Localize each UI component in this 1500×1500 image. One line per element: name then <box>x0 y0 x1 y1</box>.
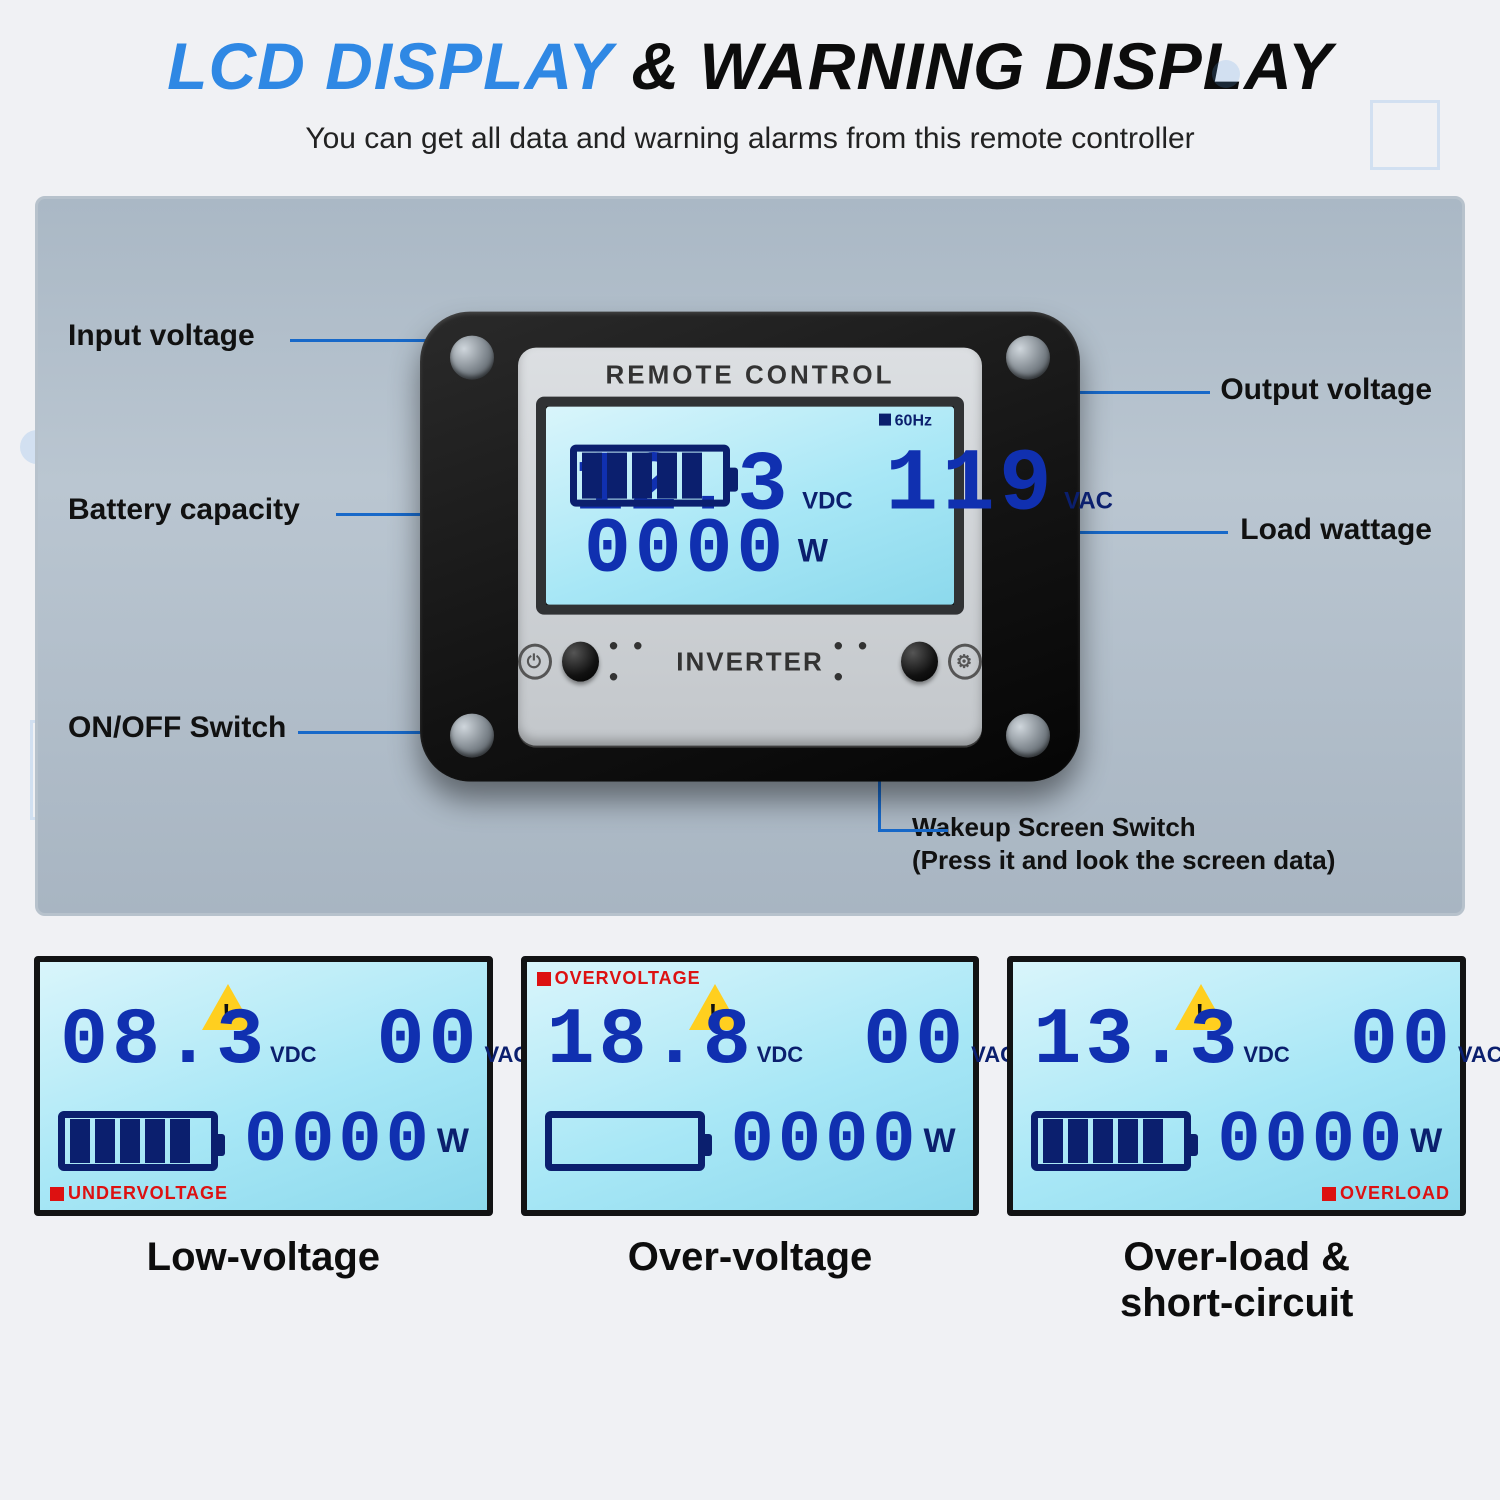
warning-flag: OVERVOLTAGE <box>537 968 701 989</box>
warning-flag: UNDERVOLTAGE <box>50 1183 228 1204</box>
callout-onoff: ON/OFF Switch <box>68 711 286 745</box>
screw-icon <box>1006 714 1050 758</box>
screw-icon <box>450 714 494 758</box>
warn-watt-value: 0000 <box>1217 1100 1406 1182</box>
remote-device: REMOTE CONTROL 60Hz 12.3 VDC 119 VAC 000… <box>420 312 1080 782</box>
dots-icon: • • • <box>834 631 891 693</box>
page-subtitle: You can get all data and warning alarms … <box>0 122 1500 156</box>
warn-vac-value: 00 <box>1350 996 1454 1087</box>
callout-wakeup-line1: Wakeup Screen Switch <box>912 812 1196 842</box>
warn-watt-value: 0000 <box>731 1100 920 1182</box>
warning-tile: UNDERVOLTAGE08.3VDC00VAC0000WLow-voltage <box>34 956 493 1326</box>
output-voltage-unit: VAC <box>1064 488 1113 515</box>
warning-tile: OVERVOLTAGE18.8VDC00VAC0000WOver-voltage <box>521 956 980 1326</box>
lcd-row-2: 0000 W <box>546 445 954 595</box>
lead-line <box>878 829 948 832</box>
warning-flag: OVERLOAD <box>1322 1183 1450 1204</box>
gear-icon: ⚙ <box>948 644 982 680</box>
power-button[interactable] <box>562 642 599 682</box>
title-part-black: WARNING DISPLAY <box>699 29 1332 103</box>
screw-icon <box>450 336 494 380</box>
warning-row: UNDERVOLTAGE08.3VDC00VAC0000WLow-voltage… <box>34 956 1466 1326</box>
title-amp: & <box>612 29 699 103</box>
callout-load-wattage: Load wattage <box>1240 513 1432 547</box>
warning-row2: 0000W <box>527 1100 974 1182</box>
battery-icon <box>570 445 730 507</box>
warning-row2: 0000W <box>40 1100 487 1182</box>
warn-vdc-unit: VDC <box>270 1042 316 1067</box>
battery-icon <box>545 1111 705 1171</box>
warning-label: Over-voltage <box>628 1234 873 1280</box>
warn-watt-value: 0000 <box>244 1100 433 1182</box>
device-title: REMOTE CONTROL <box>518 348 982 397</box>
page-title: LCD DISPLAY & WARNING DISPLAY <box>0 0 1500 104</box>
title-part-blue: LCD DISPLAY <box>167 29 612 103</box>
load-wattage-unit: W <box>798 532 828 568</box>
callout-wakeup: Wakeup Screen Switch (Press it and look … <box>912 811 1432 876</box>
callout-output-voltage: Output voltage <box>1220 373 1432 407</box>
callout-battery-capacity: Battery capacity <box>68 493 300 527</box>
device-button-row: ⏻ • • • INVERTER • • • ⚙ <box>518 631 982 693</box>
warning-label: Low-voltage <box>147 1234 380 1280</box>
lcd-screen: 60Hz 12.3 VDC 119 VAC 0000 W <box>546 407 954 605</box>
power-icon: ⏻ <box>518 644 552 680</box>
dots-icon: • • • <box>609 631 666 693</box>
load-wattage-value: 0000 <box>584 507 787 595</box>
freq-tag: 60Hz <box>879 413 932 431</box>
battery-icon <box>58 1111 218 1171</box>
warning-tile: OVERLOAD13.3VDC00VAC0000WOver-load &shor… <box>1007 956 1466 1326</box>
warn-vdc-unit: VDC <box>1243 1042 1289 1067</box>
device-bottom-label: INVERTER <box>676 646 823 677</box>
screw-icon <box>1006 336 1050 380</box>
warning-row2: 0000W <box>1013 1100 1460 1182</box>
warning-row1: 13.3VDC00VAC <box>1013 996 1460 1087</box>
warn-watt-unit: W <box>924 1122 956 1160</box>
warning-row1: 08.3VDC00VAC <box>40 996 487 1087</box>
warn-watt-unit: W <box>1410 1122 1442 1160</box>
device-panel: Input voltage Battery capacity ON/OFF Sw… <box>35 196 1465 916</box>
device-face: REMOTE CONTROL 60Hz 12.3 VDC 119 VAC 000… <box>518 348 982 746</box>
callout-input-voltage: Input voltage <box>68 319 255 353</box>
lcd-frame: 60Hz 12.3 VDC 119 VAC 0000 W <box>536 397 964 615</box>
warning-lcd: OVERLOAD13.3VDC00VAC0000W <box>1007 956 1466 1216</box>
warning-lcd: OVERVOLTAGE18.8VDC00VAC0000W <box>521 956 980 1216</box>
warn-vac-value: 00 <box>376 996 480 1087</box>
warning-label: Over-load &short-circuit <box>1120 1234 1353 1326</box>
warning-row1: 18.8VDC00VAC <box>527 996 974 1087</box>
callout-wakeup-line2: (Press it and look the screen data) <box>912 845 1335 875</box>
warn-vac-unit: VAC <box>1458 1042 1500 1067</box>
warn-vdc-value: 08.3 <box>60 996 268 1087</box>
battery-icon <box>1031 1111 1191 1171</box>
warn-vdc-value: 18.8 <box>547 996 755 1087</box>
warn-watt-unit: W <box>437 1122 469 1160</box>
warn-vac-value: 00 <box>863 996 967 1087</box>
warn-vdc-value: 13.3 <box>1033 996 1241 1087</box>
settings-button[interactable] <box>901 642 938 682</box>
warning-lcd: UNDERVOLTAGE08.3VDC00VAC0000W <box>34 956 493 1216</box>
warn-vdc-unit: VDC <box>757 1042 803 1067</box>
